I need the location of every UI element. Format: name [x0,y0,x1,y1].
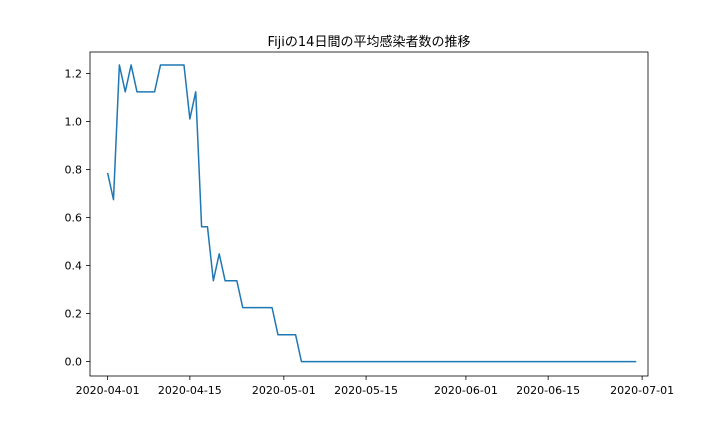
series-line-0 [106,64,637,363]
x-tick-label: 2020-04-01 [76,384,140,397]
y-tick-label: 0.4 [65,260,83,273]
y-tick-label: 0.6 [65,212,83,225]
x-tick-label: 2020-06-15 [516,384,580,397]
y-tick-label: 0.0 [65,356,83,369]
plot-frame [89,51,649,377]
y-tick-label: 0.8 [65,164,83,177]
y-tick-label: 1.2 [65,68,83,81]
axes: 2020-04-01 2020-04-15 2020-05-01 2020-05-15… [65,51,674,397]
x-tick-label: 2020-06-01 [434,384,498,397]
chart-title: Fijiの14日間の平均感染者数の推移 [268,34,471,50]
x-tick-label: 2020-04-15 [158,384,222,397]
x-tick-label: 2020-07-01 [610,384,674,397]
x-tick-label: 2020-05-01 [252,384,316,397]
x-tick-label: 2020-05-15 [334,384,398,397]
plot-marks [106,64,637,363]
y-tick-label: 1.0 [65,116,83,129]
y-tick-label: 0.2 [65,308,83,321]
